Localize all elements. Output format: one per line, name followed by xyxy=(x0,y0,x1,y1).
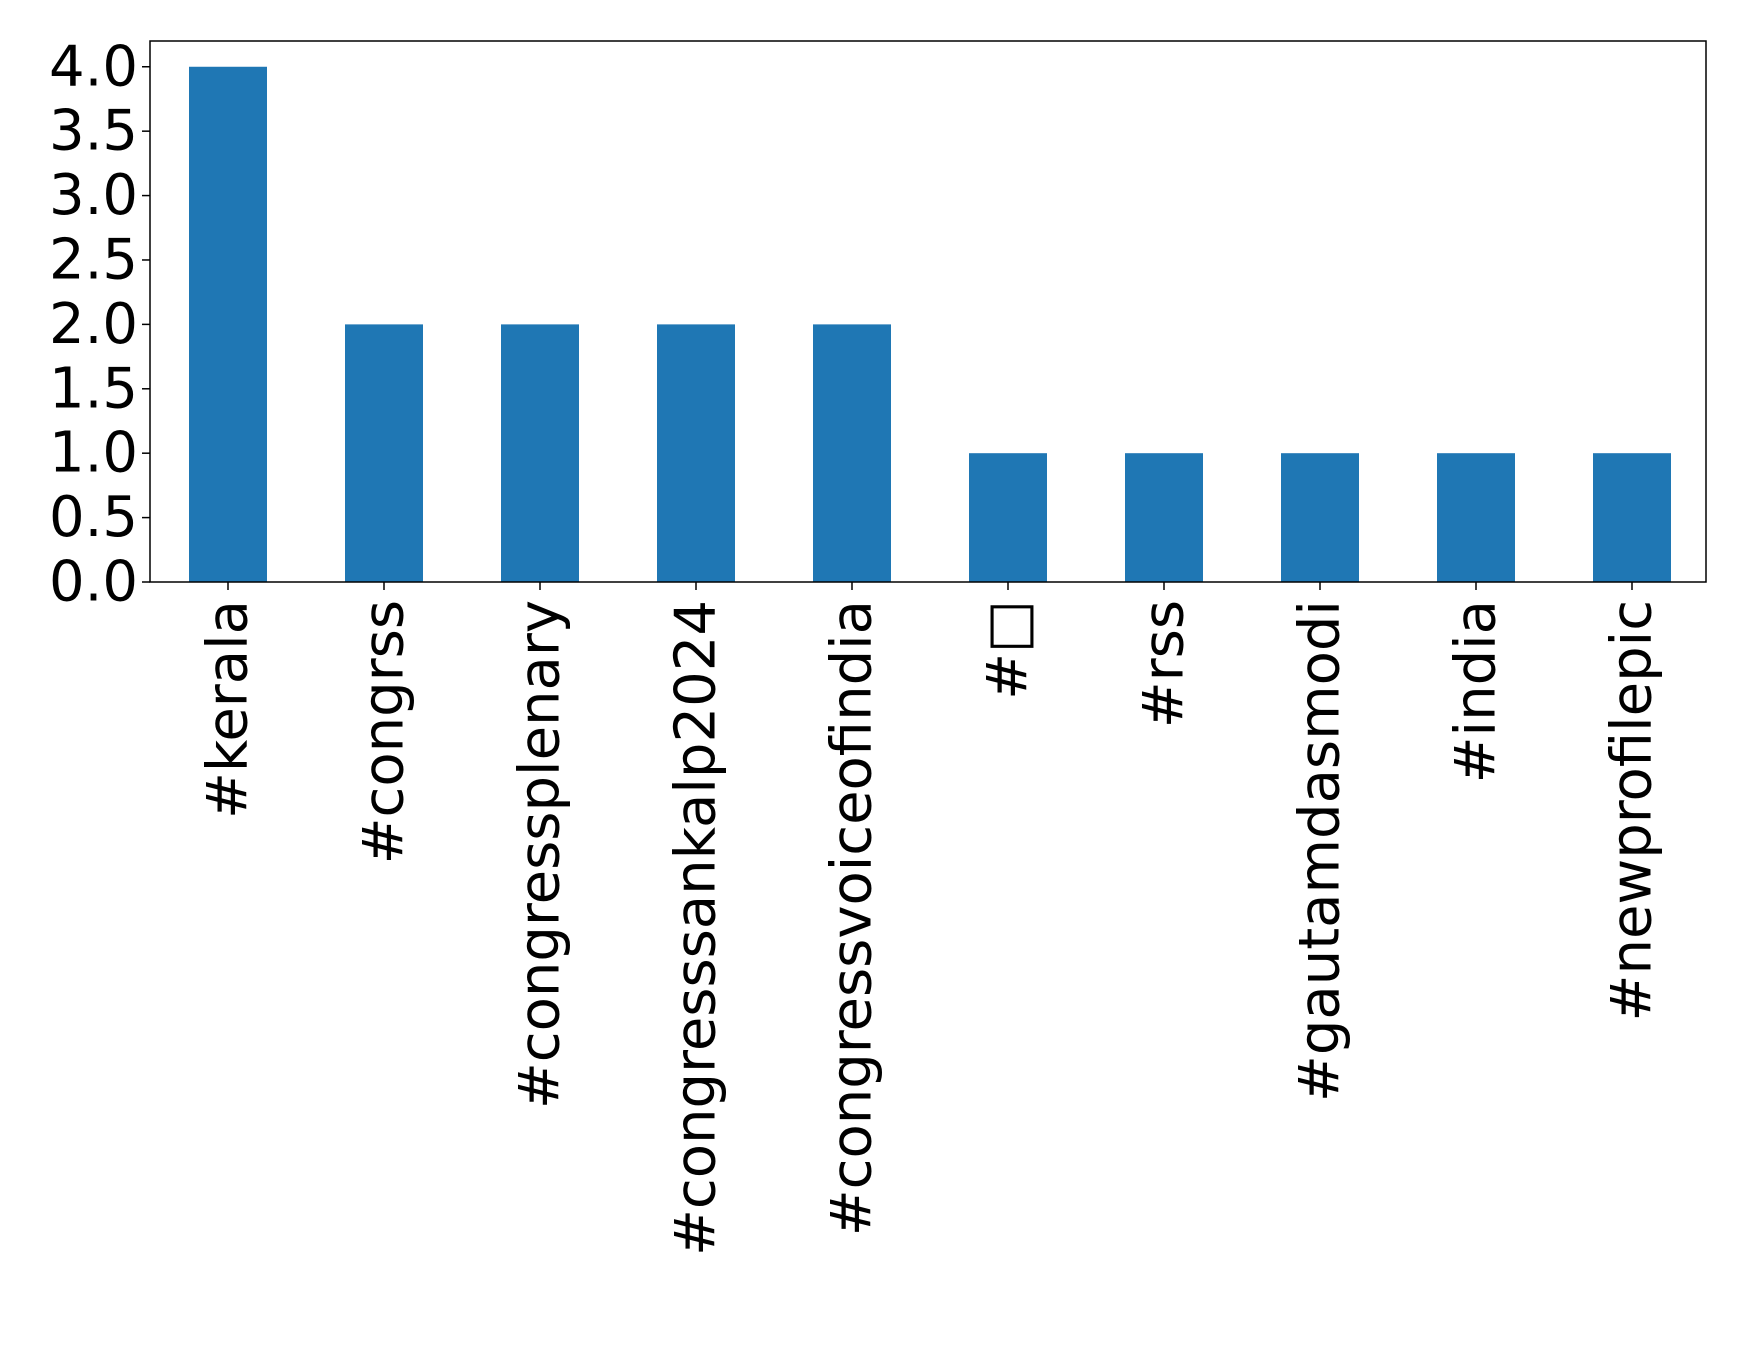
x-axis: #kerala #congrss #congressplenary #congress… xyxy=(196,582,1665,1256)
bar xyxy=(345,324,423,582)
x-tick-label: #rss xyxy=(1132,600,1197,728)
y-tick-label: 2.5 xyxy=(49,227,138,292)
y-tick-label: 3.0 xyxy=(49,163,138,228)
x-tick-label: #congrss xyxy=(352,600,417,864)
bar xyxy=(813,324,891,582)
y-tick-label: 1.0 xyxy=(49,421,138,486)
x-tick-label: #newprofilepic xyxy=(1600,600,1665,1021)
y-tick-label: 0.0 xyxy=(49,550,138,615)
bar xyxy=(657,324,735,582)
bar xyxy=(969,453,1047,582)
y-tick-label: 1.5 xyxy=(49,356,138,421)
bar xyxy=(189,66,267,582)
y-tick-label: 2.0 xyxy=(49,292,138,357)
x-tick-label: #india xyxy=(1444,600,1509,783)
bar xyxy=(501,324,579,582)
y-tick-label: 0.5 xyxy=(49,485,138,550)
y-tick-label: 3.5 xyxy=(49,99,138,164)
x-tick-label: #kerala xyxy=(196,600,261,819)
bars-layer xyxy=(189,66,1671,582)
x-tick-label: #congressplenary xyxy=(508,600,573,1109)
x-tick-label: #□ xyxy=(976,600,1041,700)
x-tick-label: #gautamdasmodi xyxy=(1288,600,1353,1102)
x-tick-label: #congresssankalp2024 xyxy=(664,600,729,1256)
plot-frame xyxy=(149,40,1707,583)
y-axis: 0.00.51.01.52.02.53.03.54.0 xyxy=(49,34,150,615)
bar xyxy=(1281,453,1359,582)
bar xyxy=(1125,453,1203,582)
x-tick-label: #congressvoiceofindia xyxy=(820,600,885,1236)
bar xyxy=(1593,453,1671,582)
y-tick-label: 4.0 xyxy=(49,34,138,99)
bar xyxy=(1437,453,1515,582)
